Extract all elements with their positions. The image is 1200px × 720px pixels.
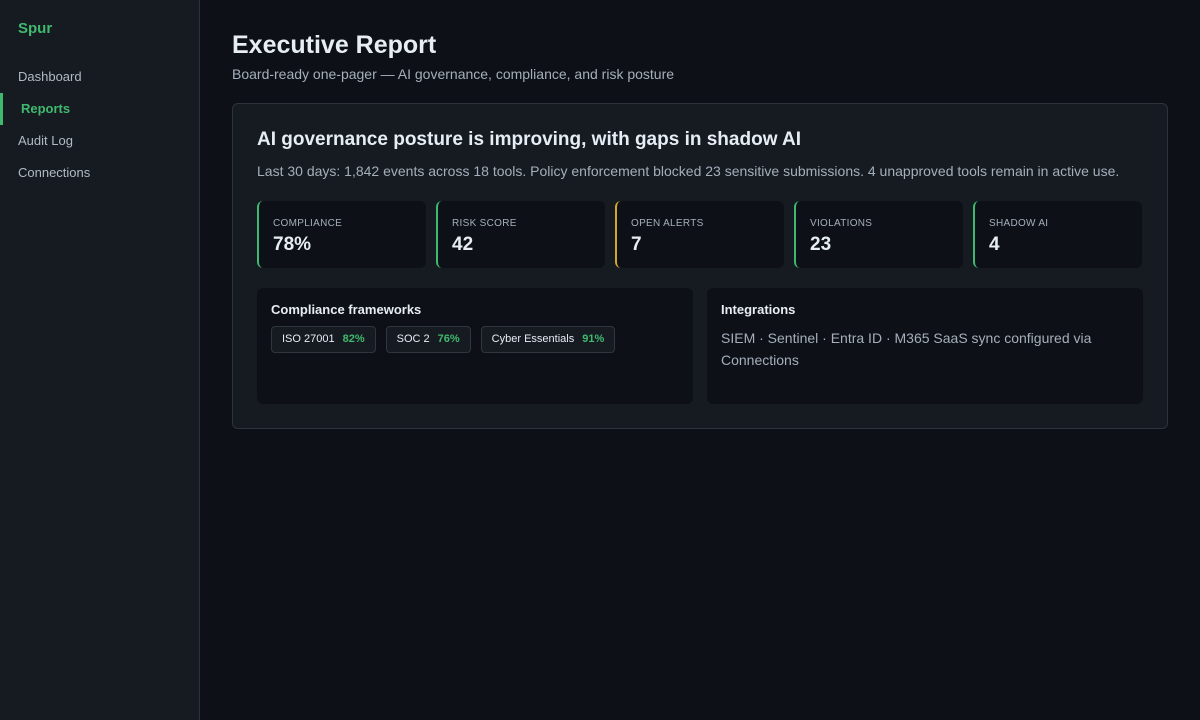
kpi-violations: Violations 23	[794, 201, 963, 268]
page-title: Executive Report	[232, 31, 437, 59]
kpi-label: Compliance	[273, 218, 343, 229]
brand-logo[interactable]: Spur	[18, 20, 53, 37]
framework-name: ISO 27001	[282, 333, 335, 345]
report-headline: AI governance posture is improving, with…	[257, 129, 802, 150]
frameworks-panel: Compliance frameworks ISO 27001 82% SOC …	[257, 288, 693, 404]
framework-name: SOC 2	[396, 333, 430, 345]
kpi-label: Risk score	[452, 218, 517, 229]
page-subtitle: Board-ready one-pager — AI governance, c…	[232, 66, 675, 82]
framework-chip-cyber-essentials: Cyber Essentials 91%	[480, 326, 616, 353]
framework-percent: 91%	[582, 333, 605, 345]
kpi-value: 23	[810, 234, 832, 255]
kpi-shadow-ai: Shadow AI 4	[973, 201, 1142, 268]
framework-chip-soc-2: SOC 2 76%	[385, 326, 471, 353]
kpi-compliance: Compliance 78%	[257, 201, 426, 268]
sidebar-nav: Dashboard Reports Audit Log Connections	[0, 61, 199, 189]
framework-chips: ISO 27001 82% SOC 2 76% Cyber Essentials…	[271, 326, 679, 353]
sidebar-item-audit-log[interactable]: Audit Log	[18, 133, 73, 148]
kpi-value: 7	[631, 234, 642, 255]
integrations-text: SIEM · Sentinel · Entra ID · M365 SaaS s…	[721, 330, 1092, 368]
sidebar-item-reports[interactable]: Reports	[0, 93, 199, 125]
kpi-value: 4	[989, 234, 1000, 255]
panel-row: Compliance frameworks ISO 27001 82% SOC …	[257, 288, 1143, 404]
sidebar: Spur Dashboard Reports Audit Log Connect…	[0, 0, 200, 720]
sidebar-item-connections[interactable]: Connections	[18, 165, 91, 180]
kpi-risk-score: Risk score 42	[436, 201, 605, 268]
integrations-panel: Integrations SIEM · Sentinel · Entra ID …	[707, 288, 1143, 404]
kpi-row: Compliance 78% Risk score 42 Open alerts…	[257, 201, 1143, 268]
framework-chip-iso-27001: ISO 27001 82%	[271, 326, 376, 353]
framework-name: Cyber Essentials	[491, 333, 575, 345]
kpi-value: 42	[452, 234, 474, 255]
report-summary: Last 30 days: 1,842 events across 18 too…	[257, 163, 1120, 179]
main-content: Executive Report Board-ready one-pager —…	[200, 0, 1200, 720]
framework-percent: 82%	[342, 333, 365, 345]
frameworks-title: Compliance frameworks	[271, 302, 422, 317]
kpi-value: 78%	[273, 234, 312, 255]
sidebar-item-dashboard[interactable]: Dashboard	[18, 69, 82, 84]
kpi-label: Violations	[810, 218, 873, 229]
kpi-open-alerts: Open alerts 7	[615, 201, 784, 268]
executive-summary-card: AI governance posture is improving, with…	[232, 103, 1168, 429]
kpi-label: Shadow AI	[989, 218, 1049, 229]
integrations-title: Integrations	[721, 302, 796, 317]
kpi-label: Open alerts	[631, 218, 704, 229]
framework-percent: 76%	[437, 333, 460, 345]
